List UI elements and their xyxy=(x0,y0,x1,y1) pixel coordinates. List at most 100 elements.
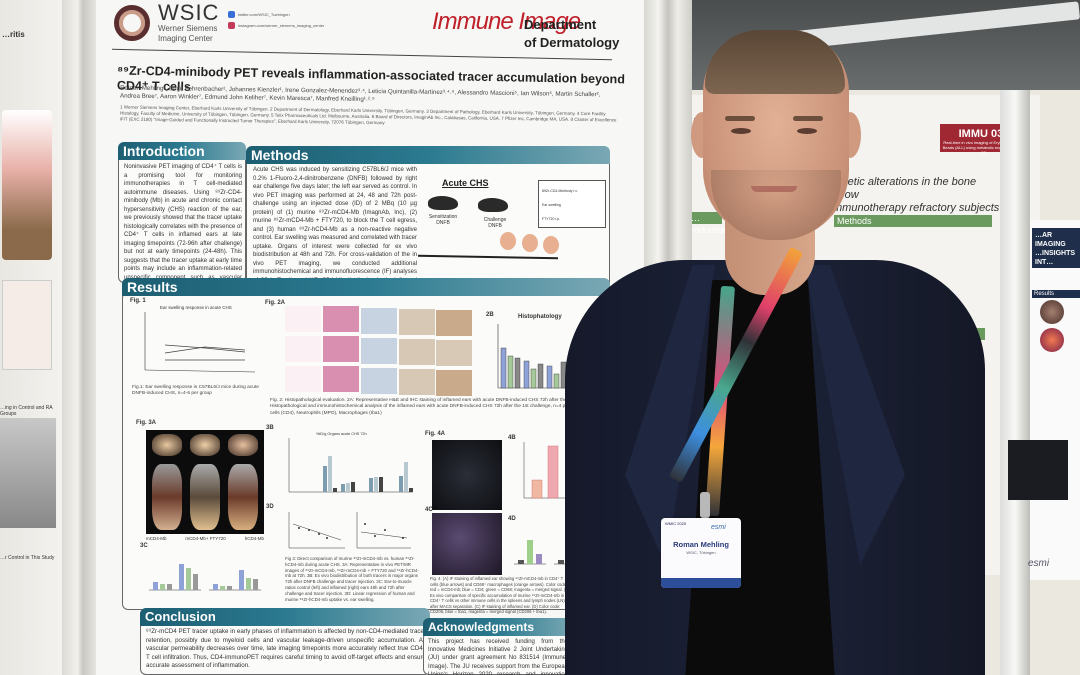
group-label: mCD4-Mb xyxy=(146,536,167,541)
histo-img xyxy=(399,309,435,335)
fig4-caption: Fig. 4: (A) IF staining of inflamed ear … xyxy=(430,576,570,614)
sens-text: Sensitization xyxy=(428,214,458,220)
left-poster-histology xyxy=(0,418,56,528)
badge-event: WMIC 2025 xyxy=(665,521,687,526)
wsic-sub-2: Imaging Center xyxy=(158,34,213,43)
histo-img xyxy=(323,366,359,392)
methods-heading: Methods xyxy=(246,146,610,164)
left-poster-fragment-3: …r Control in This Study xyxy=(0,555,55,561)
conclusion-heading: Conclusion xyxy=(140,608,430,626)
fig4c-label: 4C xyxy=(425,507,433,513)
dept-line-2: of Dermatology xyxy=(524,35,620,50)
histo-img xyxy=(399,369,435,395)
chal-text: Challenge xyxy=(483,217,507,223)
wsic-ring-icon xyxy=(114,5,150,41)
fig2b-label: 2B xyxy=(486,312,494,318)
conclusion-text: ⁸⁹Zr-mCD4 PET tracer uptake in early pha… xyxy=(146,628,426,669)
right-section-intro: …roduction xyxy=(688,212,728,235)
dept-line-1: Department xyxy=(524,17,597,32)
fig3a-group-labels: mCD4-Mb mCD4-Mb+ FTY720 hCD4-Mb xyxy=(146,536,264,541)
histo-img xyxy=(399,339,435,365)
far-image-2 xyxy=(1040,328,1064,352)
immune-image-logo: Immune Image xyxy=(432,8,581,35)
ear-icon-48h xyxy=(522,234,538,252)
far-poster-header: …AR IMAGING …INSIGHTS INT… xyxy=(1032,228,1080,268)
introduction-heading: Introduction xyxy=(118,142,246,160)
badge-clip xyxy=(700,492,710,518)
fig2a-label: Fig. 2A xyxy=(265,300,286,306)
hair xyxy=(705,30,845,94)
far-results-header: Results xyxy=(1032,290,1080,298)
fig4d-label: 4D xyxy=(508,516,516,522)
methods-text: Acute CHS was induced by sensitizing C57… xyxy=(253,167,417,292)
diagram-title: Acute CHS xyxy=(442,178,489,188)
fig1-title: Ear swelling response in acute CHS xyxy=(160,305,232,310)
left-poster-fragment: …ritis xyxy=(2,30,25,39)
acknowledgments-heading: Acknowledgments xyxy=(423,618,573,636)
fig3d-label: 3D xyxy=(266,504,274,510)
name-badge: WMIC 2025 esmi Roman Mehling WSIC, Tübin… xyxy=(661,518,741,588)
poster-board-frame-right xyxy=(1000,90,1030,675)
mouth xyxy=(751,186,797,192)
badge-name: Roman Mehling xyxy=(673,540,729,549)
poster-id-code: IMMU 038 xyxy=(958,128,1010,140)
far-title-1: …AR IMAGING xyxy=(1035,232,1066,248)
ear-icon-72h xyxy=(543,236,559,254)
ear-icon-24h xyxy=(500,232,516,250)
histo-img xyxy=(436,370,472,396)
diagram-legend: 89Zr-CD4-Minibody i.v. Ear swelling FTY7… xyxy=(538,180,606,228)
fig3c-label: 3C xyxy=(140,543,148,549)
eye-right xyxy=(797,128,817,134)
far-title-2: …INSIGHTS INT… xyxy=(1035,250,1076,266)
far-microscopy-image xyxy=(1008,440,1068,500)
fig3b-title: %ID/g Organs acute CHS 72h xyxy=(316,432,367,436)
introduction-text: Noninvasive PET imaging of CD4⁺ T cells … xyxy=(124,164,242,289)
social-links: twitter.com/WSIC_Tuebingen instagram.com… xyxy=(228,9,324,31)
fig4b-label: 4B xyxy=(508,435,516,441)
group-label: hCD4-Mb xyxy=(244,536,264,541)
instagram-icon xyxy=(228,22,235,30)
poster-board-frame-left xyxy=(62,0,100,675)
legend-swelling: Ear swelling xyxy=(542,203,561,207)
fig1-line-chart xyxy=(144,312,256,373)
fig3c-bar-charts xyxy=(149,564,261,591)
social-2: instagram.com/werner_siemens_imaging_cen… xyxy=(238,23,325,28)
fig3a-pet-mri-images xyxy=(146,430,264,534)
histo-img xyxy=(361,308,397,334)
wsic-logo: WSIC Werner Siemens Imaging Center xyxy=(114,2,219,44)
fig3b-biodistribution-chart xyxy=(288,438,413,493)
mouse-icon-sensitization xyxy=(428,196,458,210)
acknowledgments-text: This project has received funding from t… xyxy=(428,639,568,675)
department-logo: Department of Dermatology xyxy=(524,16,619,52)
fig1-caption: Fig.1: Ear swelling response in C57BL6/J… xyxy=(132,385,259,397)
fig2b-title: Histophatology xyxy=(518,314,562,320)
chal-agent: DNFB xyxy=(488,223,502,229)
histo-img xyxy=(436,310,472,336)
person: WMIC 2025 esmi Roman Mehling WSIC, Tübin… xyxy=(565,30,985,675)
histo-img xyxy=(285,366,321,392)
social-1: twitter.com/WSIC_Tuebingen xyxy=(238,12,290,17)
poster-id-sub: Real-time in vivo imaging of Erythroblas… xyxy=(942,140,1026,155)
histo-img xyxy=(323,336,359,362)
mouse-icon-challenge xyxy=(478,198,508,212)
histo-img xyxy=(436,340,472,366)
group-label: mCD4-Mb+ FTY720 xyxy=(185,536,226,541)
badge-affiliation: WSIC, Tübingen xyxy=(686,550,716,555)
left-poster-figure-2 xyxy=(2,280,52,370)
fig4a-label: Fig. 4A xyxy=(425,431,446,437)
wsic-name: WSIC xyxy=(158,0,220,25)
histo-img xyxy=(285,306,321,332)
far-esmi-logo: esmi xyxy=(1028,558,1050,569)
legend-fty720: FTY720 i.p. xyxy=(542,217,561,221)
right-poster-title: …poietic alterations in the bone marrow…… xyxy=(822,176,1012,215)
sens-agent: DNFB xyxy=(436,220,450,226)
fig3-caption: Fig 3: Direct comparison of murine ⁸⁹Zr-… xyxy=(285,556,419,602)
right-title-line-2: …mmunotherapy refractory subjects xyxy=(822,202,1000,214)
fig3b-label: 3B xyxy=(266,425,274,431)
sensitization-label: Sensitization DNFB xyxy=(424,214,462,226)
badge-footer-bar xyxy=(661,578,741,588)
histo-img xyxy=(323,306,359,332)
fig1-label: Fig. 1 xyxy=(130,298,146,304)
results-heading: Results xyxy=(122,278,610,296)
